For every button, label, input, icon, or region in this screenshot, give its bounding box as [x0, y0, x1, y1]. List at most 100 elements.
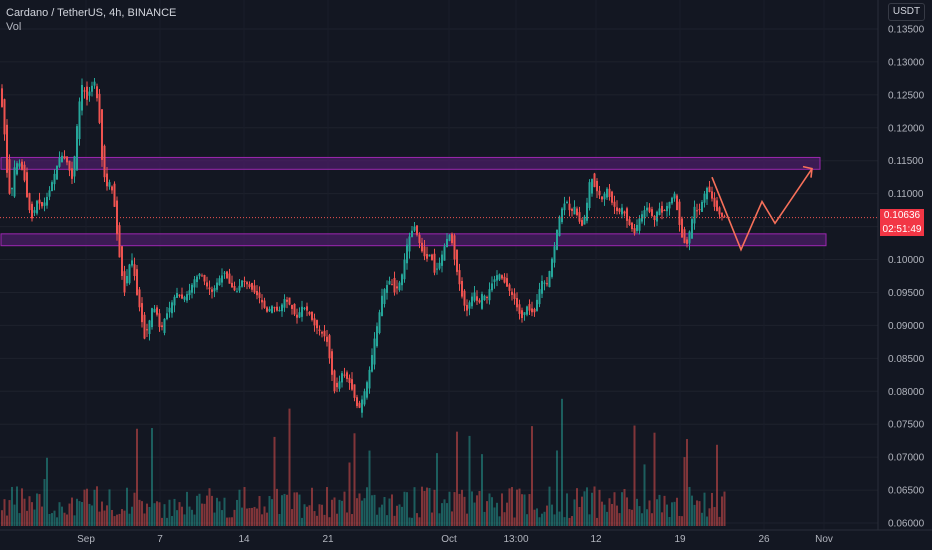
- candle-body: [233, 285, 236, 291]
- volume-bar: [113, 516, 116, 526]
- candle-body: [673, 193, 676, 199]
- volume-bar: [291, 509, 293, 526]
- candle-body: [616, 207, 618, 211]
- y-tick-label: 0.10000: [888, 255, 925, 266]
- candle-body: [588, 182, 591, 209]
- volume-bar: [371, 495, 373, 526]
- zone-rectangle[interactable]: [0, 233, 827, 247]
- volume-bar: [131, 506, 133, 526]
- candle-body: [711, 191, 713, 199]
- volume-bar: [248, 508, 251, 526]
- volume-bar: [216, 497, 218, 526]
- candle-body: [706, 187, 708, 200]
- candle-body: [261, 299, 263, 303]
- volume-bar: [588, 514, 591, 526]
- volume-bar: [551, 504, 553, 526]
- volume-bar: [98, 511, 101, 526]
- volume-bar: [566, 493, 568, 526]
- candle-body: [213, 288, 216, 292]
- volume-bar: [318, 504, 321, 526]
- zone-rectangle[interactable]: [0, 156, 821, 170]
- candle-body: [683, 229, 686, 244]
- candle-body: [468, 302, 471, 309]
- candle-body: [226, 271, 228, 279]
- candle-body: [168, 307, 171, 313]
- currency-button[interactable]: USDT: [888, 3, 925, 21]
- volume-bar: [483, 511, 486, 526]
- volume-bar: [206, 495, 208, 526]
- volume-bar: [311, 487, 313, 526]
- volume-bar: [466, 513, 468, 526]
- volume-bar: [296, 492, 298, 526]
- volume-bar: [96, 486, 98, 526]
- x-tick-label: 13:00: [503, 534, 528, 545]
- volume-bar: [526, 514, 528, 526]
- volume-bar: [416, 513, 418, 526]
- volume-bar: [183, 514, 186, 526]
- candle-body: [631, 222, 633, 230]
- candle-body: [516, 297, 518, 308]
- volume-bar: [246, 508, 248, 526]
- projection-drawing[interactable]: [711, 165, 813, 252]
- candle-body: [348, 377, 351, 384]
- volume-bar: [716, 444, 718, 526]
- candle-body: [253, 285, 256, 293]
- volume-bar: [556, 450, 558, 526]
- candle-body: [481, 294, 483, 309]
- candle-body: [433, 253, 436, 273]
- volume-bar: [186, 491, 188, 526]
- volume-bar: [636, 498, 638, 526]
- candle-body: [203, 274, 206, 282]
- volume-bar: [666, 504, 668, 526]
- candle-body: [396, 286, 398, 289]
- candle-body: [38, 199, 41, 204]
- volume-bar: [188, 506, 191, 526]
- volume-bar: [428, 488, 431, 526]
- volume-bar: [618, 513, 621, 526]
- volume-indicator-label[interactable]: Vol: [6, 21, 22, 33]
- volume-bar: [218, 501, 221, 526]
- candle-body: [36, 200, 38, 214]
- volume-bar: [336, 513, 338, 526]
- candle-body: [346, 372, 348, 379]
- volume-bar: [503, 512, 506, 526]
- candle-body: [583, 216, 586, 225]
- time-axis[interactable]: Sep 7 14 21 Oct 13:00 12 19 26 Nov: [77, 534, 833, 545]
- candle-body: [428, 254, 431, 257]
- candle-body: [558, 216, 561, 237]
- volume-bar: [713, 507, 716, 526]
- volume-bar: [241, 507, 243, 526]
- volume-bar: [703, 492, 706, 526]
- candle-body: [106, 173, 108, 187]
- volume-bar: [243, 487, 246, 526]
- volume-bar: [583, 491, 586, 526]
- candle-body: [508, 284, 511, 291]
- volume-bar: [531, 426, 533, 526]
- volume-bar: [578, 506, 581, 526]
- y-tick-label: 0.13000: [888, 57, 925, 68]
- candle-body: [296, 314, 298, 318]
- volume-bar: [128, 513, 131, 526]
- candle-body: [243, 280, 246, 282]
- volume-bar: [393, 515, 396, 526]
- price-axis[interactable]: 0.13500 0.13000 0.12500 0.12000 0.11500 0.110…: [888, 25, 925, 530]
- volume-bar: [513, 517, 516, 526]
- volume-bar: [541, 513, 543, 526]
- volume-bar: [616, 505, 618, 526]
- candle-body: [1, 88, 3, 107]
- volume-bar: [671, 502, 673, 526]
- projection-path[interactable]: [711, 168, 813, 252]
- candle-body: [371, 355, 373, 372]
- candle-body: [46, 196, 48, 206]
- volume-bar: [41, 506, 43, 526]
- candle-body: [131, 260, 133, 266]
- volume-bar: [638, 506, 641, 526]
- volume-bar: [676, 497, 678, 526]
- support-resistance-zones[interactable]: [0, 156, 827, 247]
- candle-body: [288, 297, 291, 305]
- volume-bars: [1, 398, 726, 526]
- y-tick-label: 0.07500: [888, 420, 925, 431]
- candle-body: [96, 86, 98, 99]
- candle-body: [686, 239, 688, 244]
